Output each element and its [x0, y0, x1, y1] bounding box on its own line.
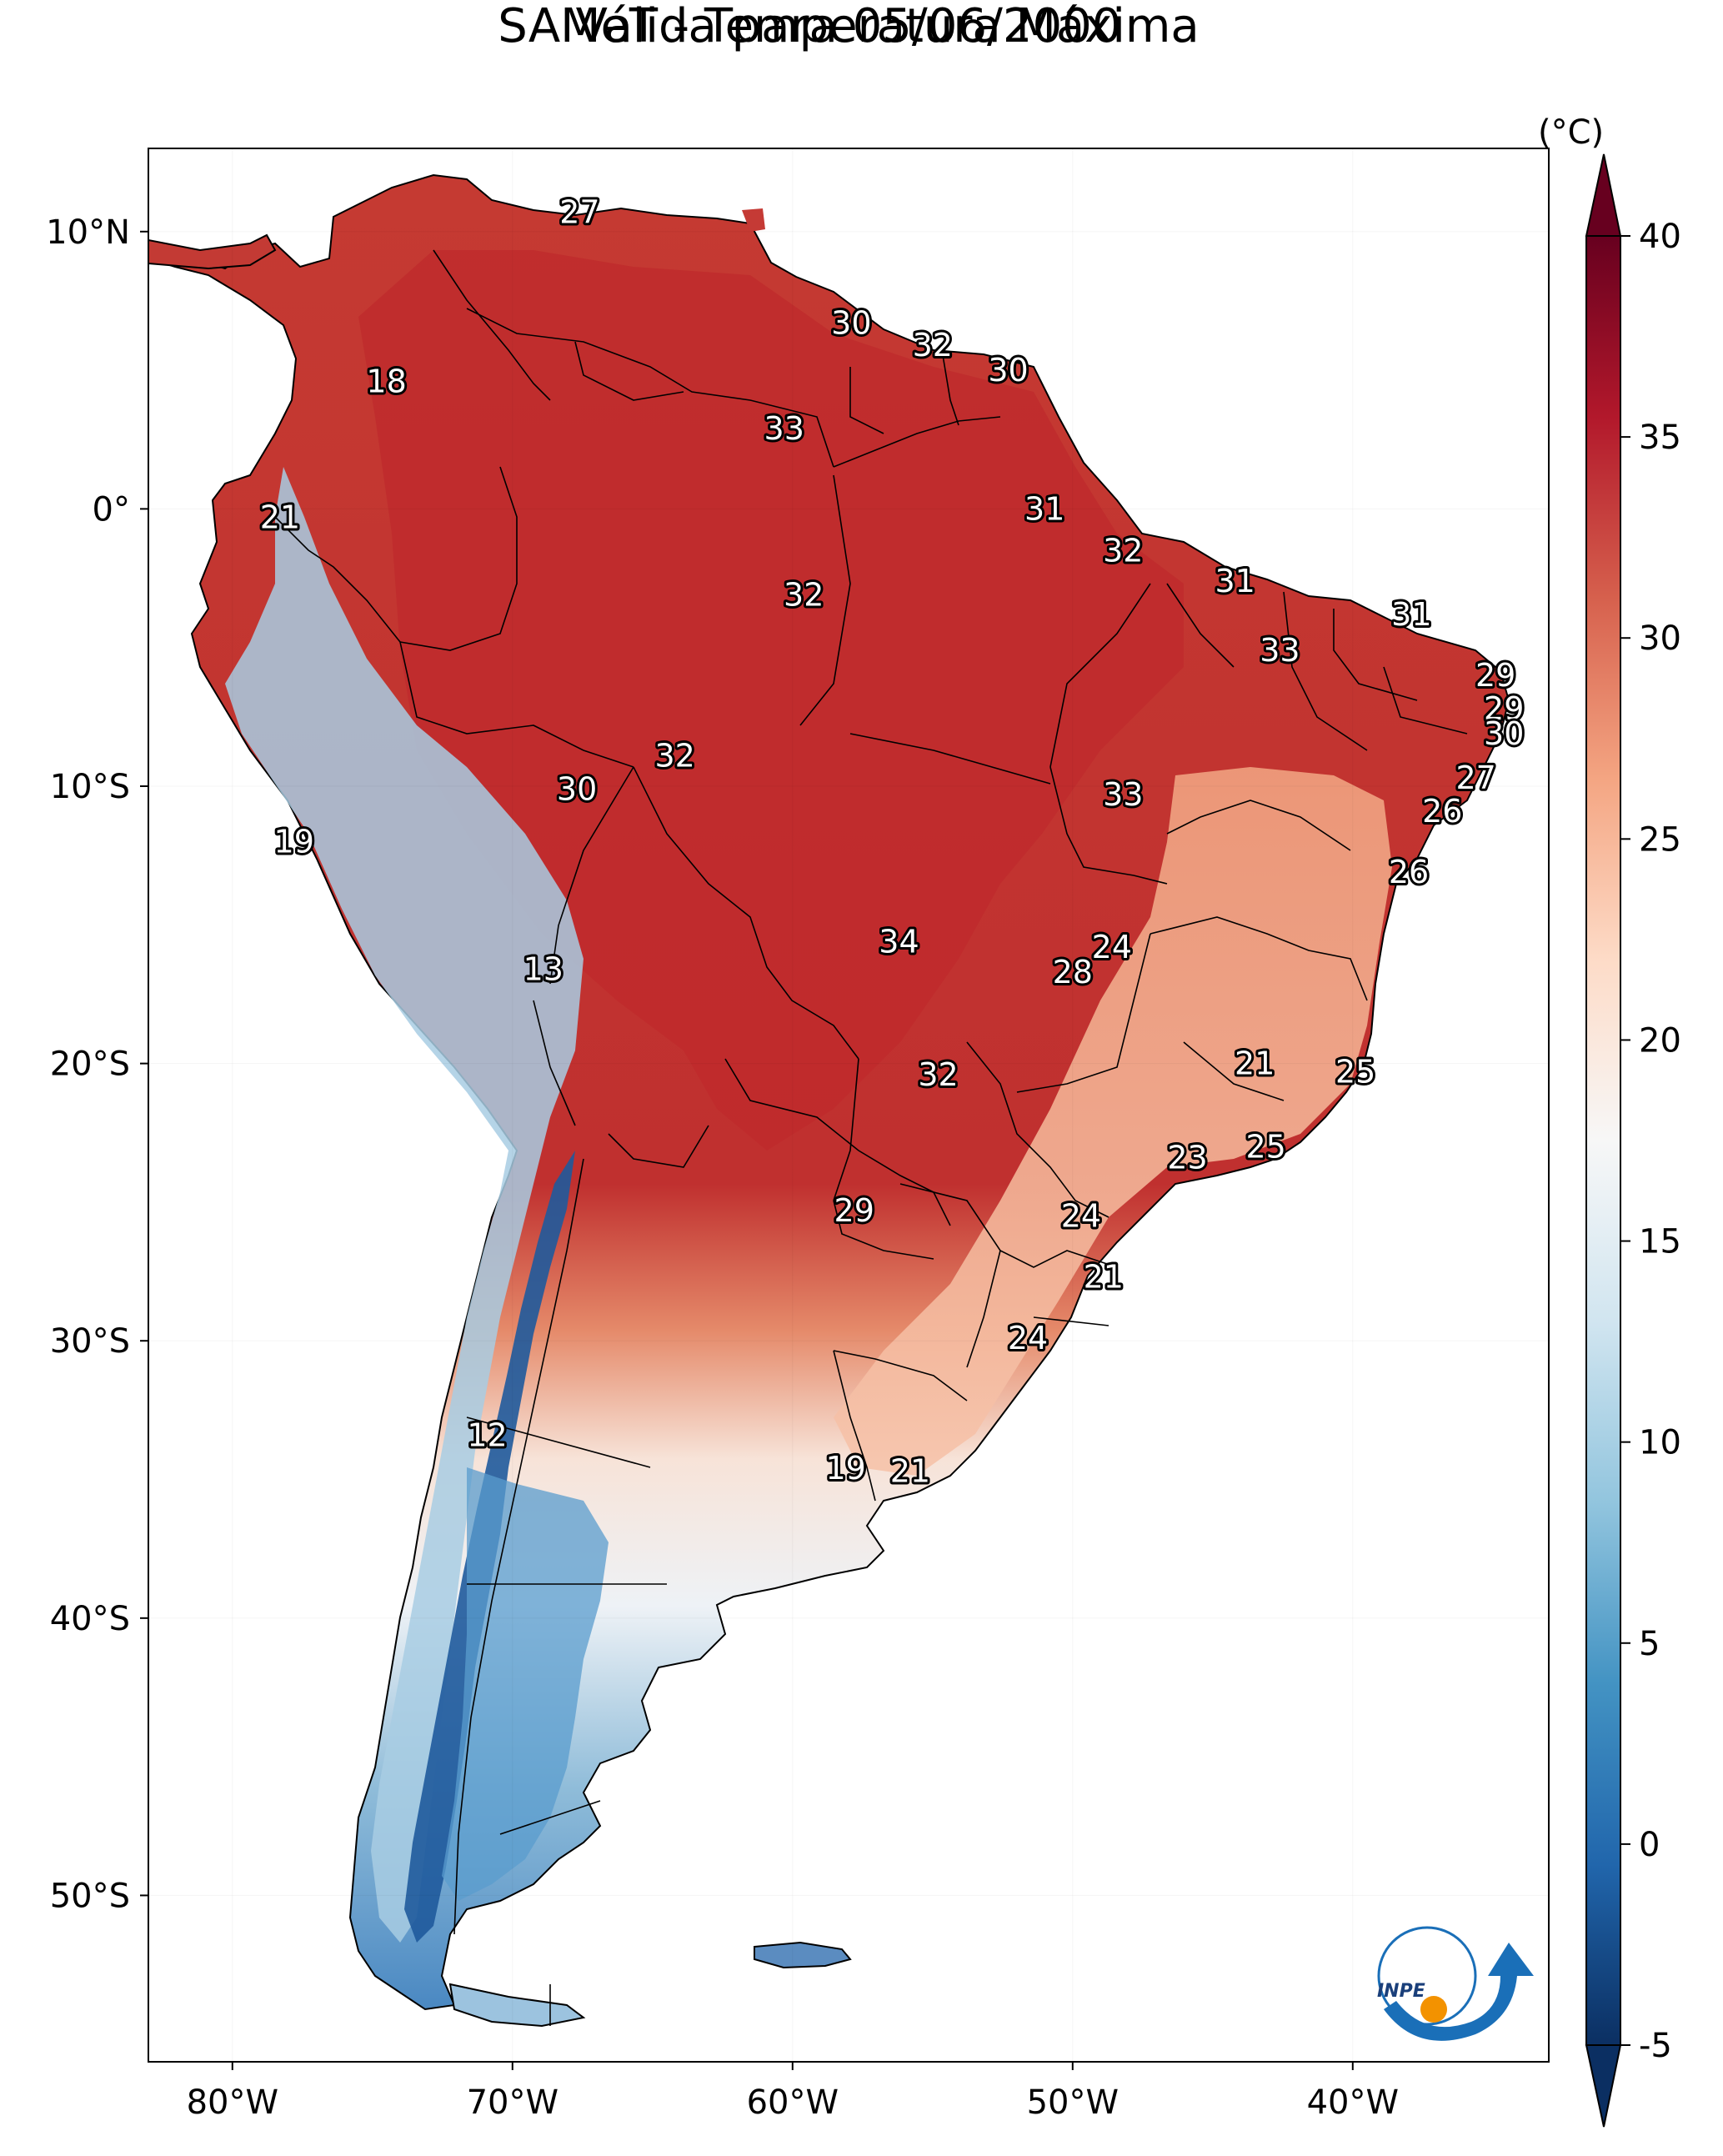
temperature-label: 29: [1484, 690, 1524, 727]
temperature-label: 30: [1484, 715, 1524, 752]
temperature-label: 23: [1167, 1140, 1207, 1176]
colorbar-unit-label: (°C): [1538, 113, 1604, 152]
temperature-label: 33: [1260, 632, 1300, 669]
colorbar-tick-label: -5: [1639, 2027, 1672, 2065]
temperature-label: 21: [1084, 1259, 1124, 1296]
logo-text: INPE: [1377, 1981, 1425, 2002]
temperature-label: 31: [1391, 596, 1431, 633]
colorbar-tick-label: 15: [1639, 1223, 1681, 1261]
temperature-label: 21: [890, 1453, 930, 1490]
latitude-axis: 10°N 0° 10°S 20°S 30°S 40°S 50°S: [46, 213, 148, 1915]
map-title-line2: Válida para 05/06/2000: [575, 0, 1122, 53]
colorbar-tick-label: 5: [1639, 1625, 1660, 1663]
temperature-label: 26: [1389, 854, 1429, 890]
temperature-label: 29: [834, 1192, 874, 1229]
map-frame: [148, 148, 1550, 2063]
temperature-label: 32: [1103, 532, 1143, 569]
andes-cold-band: [225, 467, 584, 1943]
caribbean-coast-strip: [148, 233, 277, 270]
temperature-label: 27: [559, 194, 599, 231]
map-title-line1: SAMeT - Temperatura Máxima: [498, 0, 1200, 53]
lon-tick-label: 60°W: [747, 2083, 839, 2122]
temperature-field: [148, 173, 1510, 2028]
logo-swoosh: [1384, 1943, 1534, 2041]
colorbar-tick-label: 35: [1639, 419, 1681, 457]
patagonia-cold-region: [442, 1467, 609, 1901]
colorbar-bar: [1585, 235, 1621, 2046]
temperature-label: 19: [825, 1450, 865, 1487]
temperature-label: 33: [1103, 776, 1143, 813]
temperature-label: 24: [1008, 1320, 1048, 1356]
temperature-label: 26: [1422, 793, 1462, 830]
lon-tick-label: 40°W: [1307, 2083, 1399, 2122]
colorbar-tick-label: 25: [1639, 820, 1681, 859]
lat-tick-label: 0°: [93, 490, 130, 529]
colorbar-max-arrow: [1585, 153, 1622, 237]
temperature-label: 30: [988, 352, 1028, 389]
temperature-label: 33: [764, 410, 804, 447]
graticule: [148, 148, 1549, 2062]
temperature-label: 32: [655, 737, 695, 774]
temperature-label: 34: [879, 923, 919, 960]
colorbar-tick-label: 0: [1639, 1826, 1660, 1864]
temperature-label: 32: [918, 1056, 958, 1093]
temperature-label: 27: [1455, 760, 1495, 796]
temperature-label: 28: [1053, 954, 1093, 990]
colorbar-tick-label: 30: [1639, 619, 1681, 658]
temperature-label: 30: [831, 305, 871, 342]
lat-tick-label: 10°S: [50, 768, 130, 806]
temperature-label: 30: [557, 770, 597, 807]
inpe-logo: INPE: [1377, 1926, 1534, 2041]
temperature-label: 25: [1245, 1128, 1285, 1165]
temperature-label: 13: [523, 951, 563, 988]
lon-tick-label: 70°W: [467, 2083, 558, 2122]
temperature-label: 21: [1235, 1045, 1275, 1082]
logo-sun-dot: [1420, 1996, 1447, 2023]
trinidad-island: [742, 208, 765, 232]
lon-tick-label: 80°W: [187, 2083, 278, 2122]
temperature-label: 29: [1475, 657, 1515, 694]
colorbar-tick-label: 20: [1639, 1021, 1681, 1060]
temperature-label: 24: [1061, 1198, 1101, 1235]
colorbar-tick-label: 40: [1639, 218, 1681, 256]
temperature-label: 24: [1092, 929, 1132, 965]
temperature-label: 19: [274, 824, 314, 860]
temperature-label: 21: [260, 499, 300, 535]
temperature-label: 25: [1335, 1054, 1375, 1091]
lon-tick-label: 50°W: [1027, 2083, 1119, 2122]
longitude-axis: 80°W 70°W 60°W 50°W 40°W: [187, 2062, 1399, 2122]
temperature-label: 32: [784, 577, 824, 614]
temperature-label: 18: [366, 363, 406, 399]
temperature-label: 31: [1024, 490, 1064, 527]
logo-ring: [1377, 1926, 1477, 2026]
colorbar: (°C) 40 35 30 25 20 15 10 5 0 -5: [1538, 113, 1681, 2128]
lat-tick-label: 50°S: [50, 1877, 130, 1915]
colorbar-tick-label: 10: [1639, 1424, 1681, 1462]
lat-tick-label: 20°S: [50, 1045, 130, 1084]
southeast-milder-region: [834, 767, 1392, 1476]
country-borders: [274, 249, 1468, 2026]
colorbar-min-arrow: [1585, 2044, 1622, 2128]
temperature-label: 32: [913, 327, 953, 364]
lat-tick-label: 10°N: [46, 213, 130, 252]
lat-tick-label: 40°S: [50, 1600, 130, 1638]
lat-tick-label: 30°S: [50, 1322, 130, 1361]
falkland-islands: [754, 1941, 852, 1969]
temperature-label: 12: [467, 1416, 507, 1453]
temperature-label: 31: [1215, 563, 1255, 599]
